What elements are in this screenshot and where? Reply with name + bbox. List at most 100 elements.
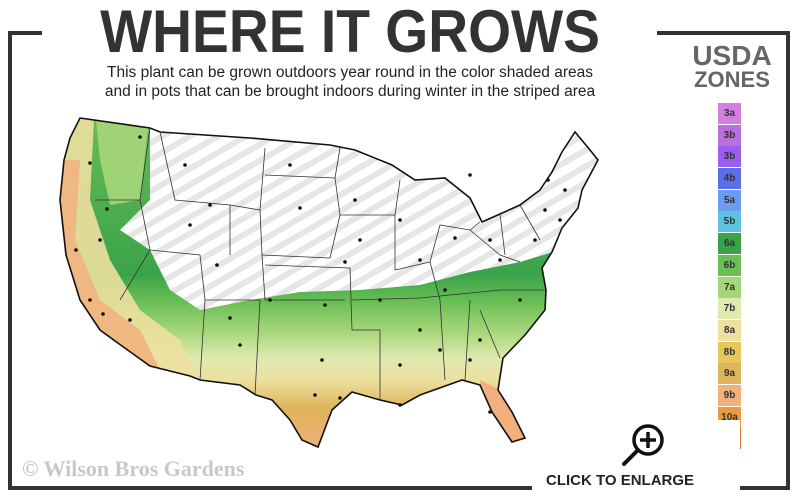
city-dot	[128, 318, 132, 322]
subtitle-line-1: This plant can be grown outdoors year ro…	[107, 64, 593, 81]
legend-zone-6a: 6a	[718, 233, 741, 255]
city-dot	[101, 312, 105, 316]
city-dot	[105, 207, 109, 211]
city-dot	[543, 208, 547, 212]
city-dot	[488, 238, 492, 242]
northwest-zone	[95, 118, 150, 205]
city-dot	[468, 173, 472, 177]
subtitle: This plant can be grown outdoors year ro…	[40, 63, 660, 101]
city-dot	[418, 328, 422, 332]
city-dot	[398, 363, 402, 367]
city-dot	[398, 403, 402, 407]
subtitle-line-2: and in pots that can be brought indoors …	[104, 83, 596, 100]
state-border	[264, 174, 336, 179]
click-to-enlarge-button[interactable]: CLICK TO ENLARGE	[540, 420, 740, 495]
city-dot	[533, 238, 537, 242]
legend-zone-7b: 7b	[718, 298, 741, 320]
city-dot	[353, 198, 357, 202]
legend-zone-5a: 5a	[718, 189, 741, 211]
legend-zone-9a: 9a	[718, 363, 741, 385]
legend-title-line-1: USDA	[692, 40, 772, 71]
legend-zone-9b: 9b	[718, 384, 741, 406]
city-dot	[183, 163, 187, 167]
legend-title-line-2: ZONES	[694, 67, 770, 92]
city-dot	[188, 223, 192, 227]
city-dot	[208, 203, 212, 207]
frame-bottom-right	[736, 486, 790, 490]
frame-left	[8, 31, 12, 490]
city-dot	[563, 188, 567, 192]
city-dot	[498, 258, 502, 262]
city-dot	[468, 358, 472, 362]
state-border	[439, 299, 446, 381]
city-dot	[453, 236, 457, 240]
state-borders	[95, 127, 545, 400]
state-border	[159, 131, 231, 255]
legend-zone-3b: 3b	[718, 124, 741, 146]
copyright-watermark: © Wilson Bros Gardens	[22, 456, 245, 481]
city-dot	[438, 348, 442, 352]
legend-title: USDA ZONES	[672, 40, 792, 92]
city-dot	[215, 263, 219, 267]
city-dot	[546, 178, 550, 182]
city-dot	[88, 161, 92, 165]
state-border	[334, 147, 341, 179]
legend-zone-5b: 5b	[718, 211, 741, 233]
state-border	[261, 254, 266, 301]
frame-top-left	[9, 31, 42, 35]
city-dot	[378, 298, 382, 302]
legend-zone-8a: 8a	[718, 319, 741, 341]
city-dot	[398, 218, 402, 222]
legend-zone-8b: 8b	[718, 341, 741, 363]
state-border	[394, 179, 401, 216]
city-dot	[518, 298, 522, 302]
city-dot	[138, 135, 142, 139]
state-border	[205, 299, 261, 396]
city-dot	[323, 303, 327, 307]
city-dot	[488, 410, 492, 414]
state-border	[259, 147, 266, 211]
city-dot	[313, 393, 317, 397]
page-title: WHERE IT GROWS	[100, 0, 600, 65]
city-dot	[320, 358, 324, 362]
zone-legend: 3a3b3b4b5a5b6a6b7a7b8a8b9a9b10a10b	[718, 103, 741, 450]
legend-zone-7a: 7a	[718, 276, 741, 298]
state-border	[419, 289, 545, 299]
frame-right	[786, 31, 790, 490]
city-dot	[343, 260, 347, 264]
state-border	[149, 249, 206, 381]
city-dot	[478, 338, 482, 342]
city-dot	[443, 288, 447, 292]
zoom-in-icon	[622, 424, 664, 466]
legend-zone-3b: 3b	[718, 146, 741, 168]
state-border	[229, 204, 331, 259]
legend-zone-4b: 4b	[718, 168, 741, 190]
city-dot	[288, 163, 292, 167]
legend-zone-6b: 6b	[718, 254, 741, 276]
city-dot	[298, 206, 302, 210]
state-border	[429, 221, 481, 263]
state-border	[479, 309, 501, 359]
city-dot	[98, 238, 102, 242]
state-border	[469, 229, 521, 263]
state-border	[352, 329, 381, 400]
city-dots	[74, 135, 567, 414]
state-border	[499, 213, 506, 256]
city-dot	[558, 218, 562, 222]
frame-bottom-left	[8, 486, 532, 490]
city-dot	[268, 298, 272, 302]
city-dot	[238, 343, 242, 347]
city-dot	[358, 238, 362, 242]
state-border	[519, 204, 541, 241]
frame-top-right	[657, 31, 790, 35]
legend-zone-3a: 3a	[718, 103, 741, 124]
state-border	[351, 297, 421, 301]
state-border	[264, 264, 353, 331]
zone-fill	[60, 118, 598, 447]
city-dot	[228, 316, 232, 320]
city-dot	[74, 248, 78, 252]
city-dot	[88, 298, 92, 302]
state-border	[464, 299, 471, 381]
city-dot	[418, 258, 422, 262]
